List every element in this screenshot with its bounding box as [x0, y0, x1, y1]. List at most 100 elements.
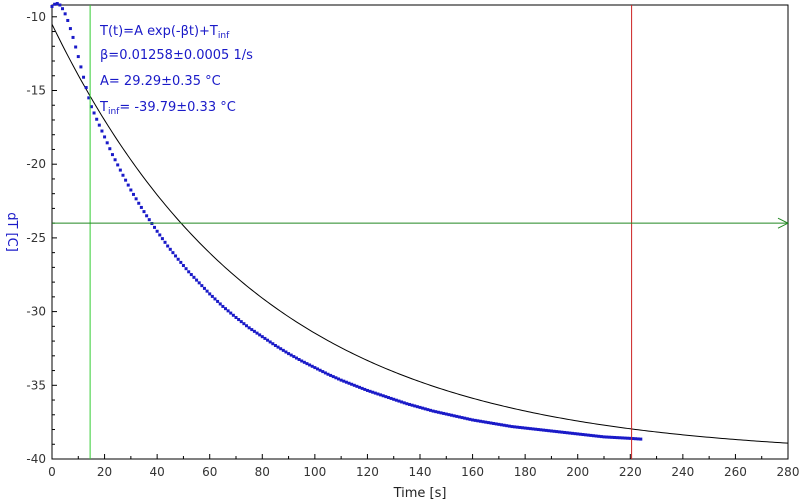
- data-point: [294, 356, 298, 360]
- data-point: [200, 284, 204, 288]
- data-point: [463, 416, 467, 420]
- fit-curve: [51, 23, 789, 444]
- data-point: [266, 338, 270, 342]
- data-point: [231, 313, 235, 317]
- data-point: [339, 378, 343, 382]
- data-point: [618, 436, 622, 440]
- data-point: [521, 426, 525, 430]
- data-point: [305, 362, 309, 366]
- data-point: [276, 345, 280, 349]
- data-point: [352, 383, 356, 387]
- data-point: [331, 375, 335, 379]
- data-point: [55, 2, 59, 6]
- data-point: [452, 414, 456, 418]
- data-point: [555, 430, 559, 434]
- data-point: [153, 225, 157, 229]
- data-point: [442, 411, 446, 415]
- data-point: [223, 307, 227, 311]
- data-point: [279, 347, 283, 351]
- data-point: [210, 294, 214, 298]
- data-point: [263, 336, 267, 340]
- data-point: [158, 233, 162, 237]
- data-point: [368, 389, 372, 393]
- y-tick-label: -25: [26, 231, 46, 245]
- x-tick-label: 100: [303, 465, 326, 479]
- data-point: [234, 315, 238, 319]
- data-point: [337, 377, 341, 381]
- data-point: [205, 289, 209, 293]
- data-point: [515, 425, 519, 429]
- data-point: [505, 424, 509, 428]
- data-point: [413, 404, 417, 408]
- data-point: [308, 363, 312, 367]
- data-point: [134, 197, 138, 201]
- data-point: [66, 18, 70, 22]
- data-point: [202, 286, 206, 290]
- data-point: [89, 105, 93, 109]
- data-point: [634, 437, 638, 441]
- data-point: [166, 244, 170, 248]
- data-point: [502, 423, 506, 427]
- data-point: [189, 273, 193, 277]
- data-point: [628, 436, 632, 440]
- data-point: [137, 201, 141, 205]
- plot-frame: [51, 4, 789, 460]
- data-point: [439, 411, 443, 415]
- data-point: [242, 322, 246, 326]
- annotation-formula-sub: inf: [218, 31, 230, 41]
- data-point: [247, 326, 251, 330]
- data-point: [179, 260, 183, 264]
- data-point: [594, 434, 598, 438]
- data-point: [460, 416, 464, 420]
- data-point: [181, 264, 185, 268]
- data-point: [492, 421, 496, 425]
- data-point: [465, 417, 469, 421]
- data-point: [568, 431, 572, 435]
- data-point: [50, 4, 54, 8]
- y-tick-label: -40: [26, 452, 46, 466]
- data-point: [139, 205, 143, 209]
- data-point: [434, 410, 438, 414]
- data-point: [394, 398, 398, 402]
- data-point: [100, 129, 104, 133]
- x-tick-label: 220: [619, 465, 642, 479]
- data-point: [323, 371, 327, 375]
- data-point: [518, 425, 522, 429]
- data-point: [373, 391, 377, 395]
- data-point: [450, 413, 454, 417]
- x-tick-label: 260: [724, 465, 747, 479]
- data-point: [613, 435, 617, 439]
- data-point: [131, 192, 135, 196]
- data-point: [573, 432, 577, 436]
- data-point: [365, 388, 369, 392]
- data-point: [310, 364, 314, 368]
- data-point: [197, 281, 201, 285]
- data-point: [547, 429, 551, 433]
- data-point: [184, 267, 188, 271]
- data-point: [384, 395, 388, 399]
- data-point: [476, 419, 480, 423]
- data-point: [273, 344, 277, 347]
- x-tick-label: 0: [48, 465, 56, 479]
- annotation-tinf-sub: inf: [108, 107, 120, 117]
- data-point: [386, 396, 390, 400]
- data-point: [431, 409, 435, 413]
- x-tick-label: 80: [255, 465, 270, 479]
- data-point: [552, 429, 556, 433]
- data-point: [526, 426, 530, 430]
- data-point: [145, 214, 149, 218]
- y-axis-label: dT [C]: [4, 212, 19, 252]
- data-point: [321, 370, 325, 374]
- data-point: [507, 424, 511, 428]
- data-point: [76, 55, 80, 59]
- data-point: [142, 210, 146, 214]
- data-point: [623, 436, 627, 440]
- data-point: [105, 141, 109, 145]
- x-tick-label: 120: [356, 465, 379, 479]
- data-point: [103, 135, 107, 139]
- cursor-lines: [52, 5, 790, 459]
- data-point: [484, 420, 488, 424]
- data-point: [82, 75, 86, 79]
- data-point: [405, 402, 409, 406]
- data-point: [471, 418, 475, 422]
